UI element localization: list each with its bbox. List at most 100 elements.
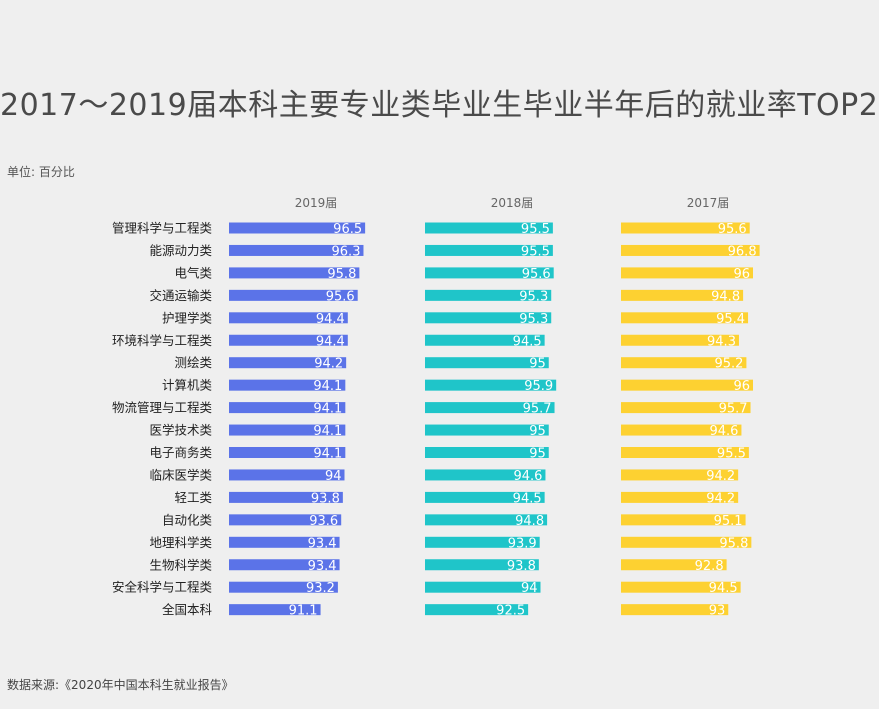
unit-label: 单位: 百分比	[7, 165, 75, 179]
bar	[425, 334, 545, 346]
bar	[621, 379, 753, 391]
category-label: 电气类	[174, 265, 212, 280]
bar	[425, 402, 555, 414]
data-label: 94.1	[313, 402, 342, 417]
data-label: 95	[529, 357, 546, 372]
bar	[621, 491, 739, 503]
category-label: 测绘类	[174, 355, 212, 370]
chart-title: 2017～2019届本科主要专业类毕业生毕业半年后的就业率TOP20	[0, 88, 879, 123]
data-label: 92.8	[695, 559, 724, 574]
data-label: 92.5	[496, 604, 525, 619]
data-label: 95.5	[717, 447, 746, 462]
data-label: 94.2	[706, 491, 735, 506]
data-label: 94.1	[313, 379, 342, 394]
data-label: 95.6	[326, 289, 355, 304]
data-label: 93.9	[508, 536, 537, 551]
bar	[229, 267, 360, 279]
data-label: 93.2	[306, 581, 335, 596]
data-label: 94.8	[515, 514, 544, 529]
data-label: 93.4	[308, 536, 337, 551]
bar	[229, 424, 346, 436]
bar	[621, 289, 744, 301]
bar	[425, 379, 557, 391]
bar	[425, 447, 549, 458]
data-label: 95.6	[522, 267, 551, 282]
bar	[425, 244, 553, 256]
category-label: 全国本科	[162, 602, 213, 617]
bar	[425, 289, 552, 301]
data-label: 94.1	[313, 424, 342, 439]
bar	[621, 514, 746, 526]
bar	[425, 559, 539, 571]
data-label: 94.5	[709, 581, 738, 596]
bar	[229, 289, 358, 301]
bar	[425, 469, 546, 481]
data-label: 96	[733, 379, 750, 394]
category-label: 交通运输类	[149, 288, 212, 303]
data-label: 94.4	[316, 312, 345, 327]
bar	[229, 334, 348, 346]
series-header: 2019届	[295, 196, 338, 210]
bar	[621, 581, 741, 593]
category-label: 生物科学类	[149, 557, 212, 572]
bar	[425, 491, 545, 503]
category-label: 电子商务类	[149, 445, 212, 460]
bar	[229, 447, 346, 458]
bar	[229, 402, 346, 414]
category-label: 管理科学与工程类	[112, 221, 213, 236]
bar	[229, 491, 343, 503]
data-label: 96	[733, 267, 750, 282]
bar	[425, 536, 540, 548]
bar	[621, 424, 742, 436]
data-label: 94.5	[513, 491, 542, 506]
data-label: 95.7	[523, 402, 552, 417]
data-label: 95.9	[524, 379, 553, 394]
data-label: 94.1	[313, 447, 342, 462]
bar	[425, 514, 548, 526]
category-label: 临床医学类	[149, 467, 212, 482]
data-label: 94.3	[707, 334, 736, 349]
category-label: 医学技术类	[149, 423, 212, 438]
category-label: 能源动力类	[149, 243, 212, 258]
data-label: 95.3	[519, 312, 548, 327]
data-label: 95.3	[519, 289, 548, 304]
bar	[425, 267, 554, 279]
bar	[229, 222, 366, 234]
data-label: 91.1	[289, 604, 318, 619]
bar	[229, 604, 321, 616]
data-label: 95.8	[719, 536, 748, 551]
data-label: 96.8	[728, 244, 757, 259]
bar	[621, 402, 751, 414]
data-label: 95.2	[714, 357, 743, 372]
data-label: 94.5	[513, 334, 542, 349]
data-label: 93.6	[309, 514, 338, 529]
data-label: 94.2	[706, 469, 735, 484]
category-label: 计算机类	[162, 378, 213, 393]
data-label: 95.5	[521, 222, 550, 237]
data-label: 95.6	[718, 222, 747, 237]
data-label: 96.3	[332, 244, 361, 259]
source-note: 数据来源:《2020年中国本科生就业报告》	[7, 678, 234, 692]
data-label: 95.4	[716, 312, 745, 327]
bar	[621, 222, 750, 234]
data-label: 94.8	[711, 289, 740, 304]
bar	[229, 581, 338, 593]
bar	[229, 559, 340, 571]
bar	[229, 536, 340, 548]
bar	[621, 604, 729, 616]
bar	[621, 536, 752, 548]
series-header: 2018届	[491, 196, 534, 210]
data-label: 95.7	[719, 402, 748, 417]
data-label: 94.6	[513, 469, 542, 484]
data-label: 93.8	[311, 491, 340, 506]
bar	[425, 357, 549, 369]
bar	[229, 469, 345, 481]
category-label: 护理学类	[162, 310, 213, 325]
data-label: 95.1	[714, 514, 743, 529]
data-label: 94.6	[709, 424, 738, 439]
data-label: 94	[325, 469, 342, 484]
category-label: 环境科学与工程类	[112, 333, 213, 348]
bar	[229, 514, 342, 526]
data-label: 94.4	[316, 334, 345, 349]
